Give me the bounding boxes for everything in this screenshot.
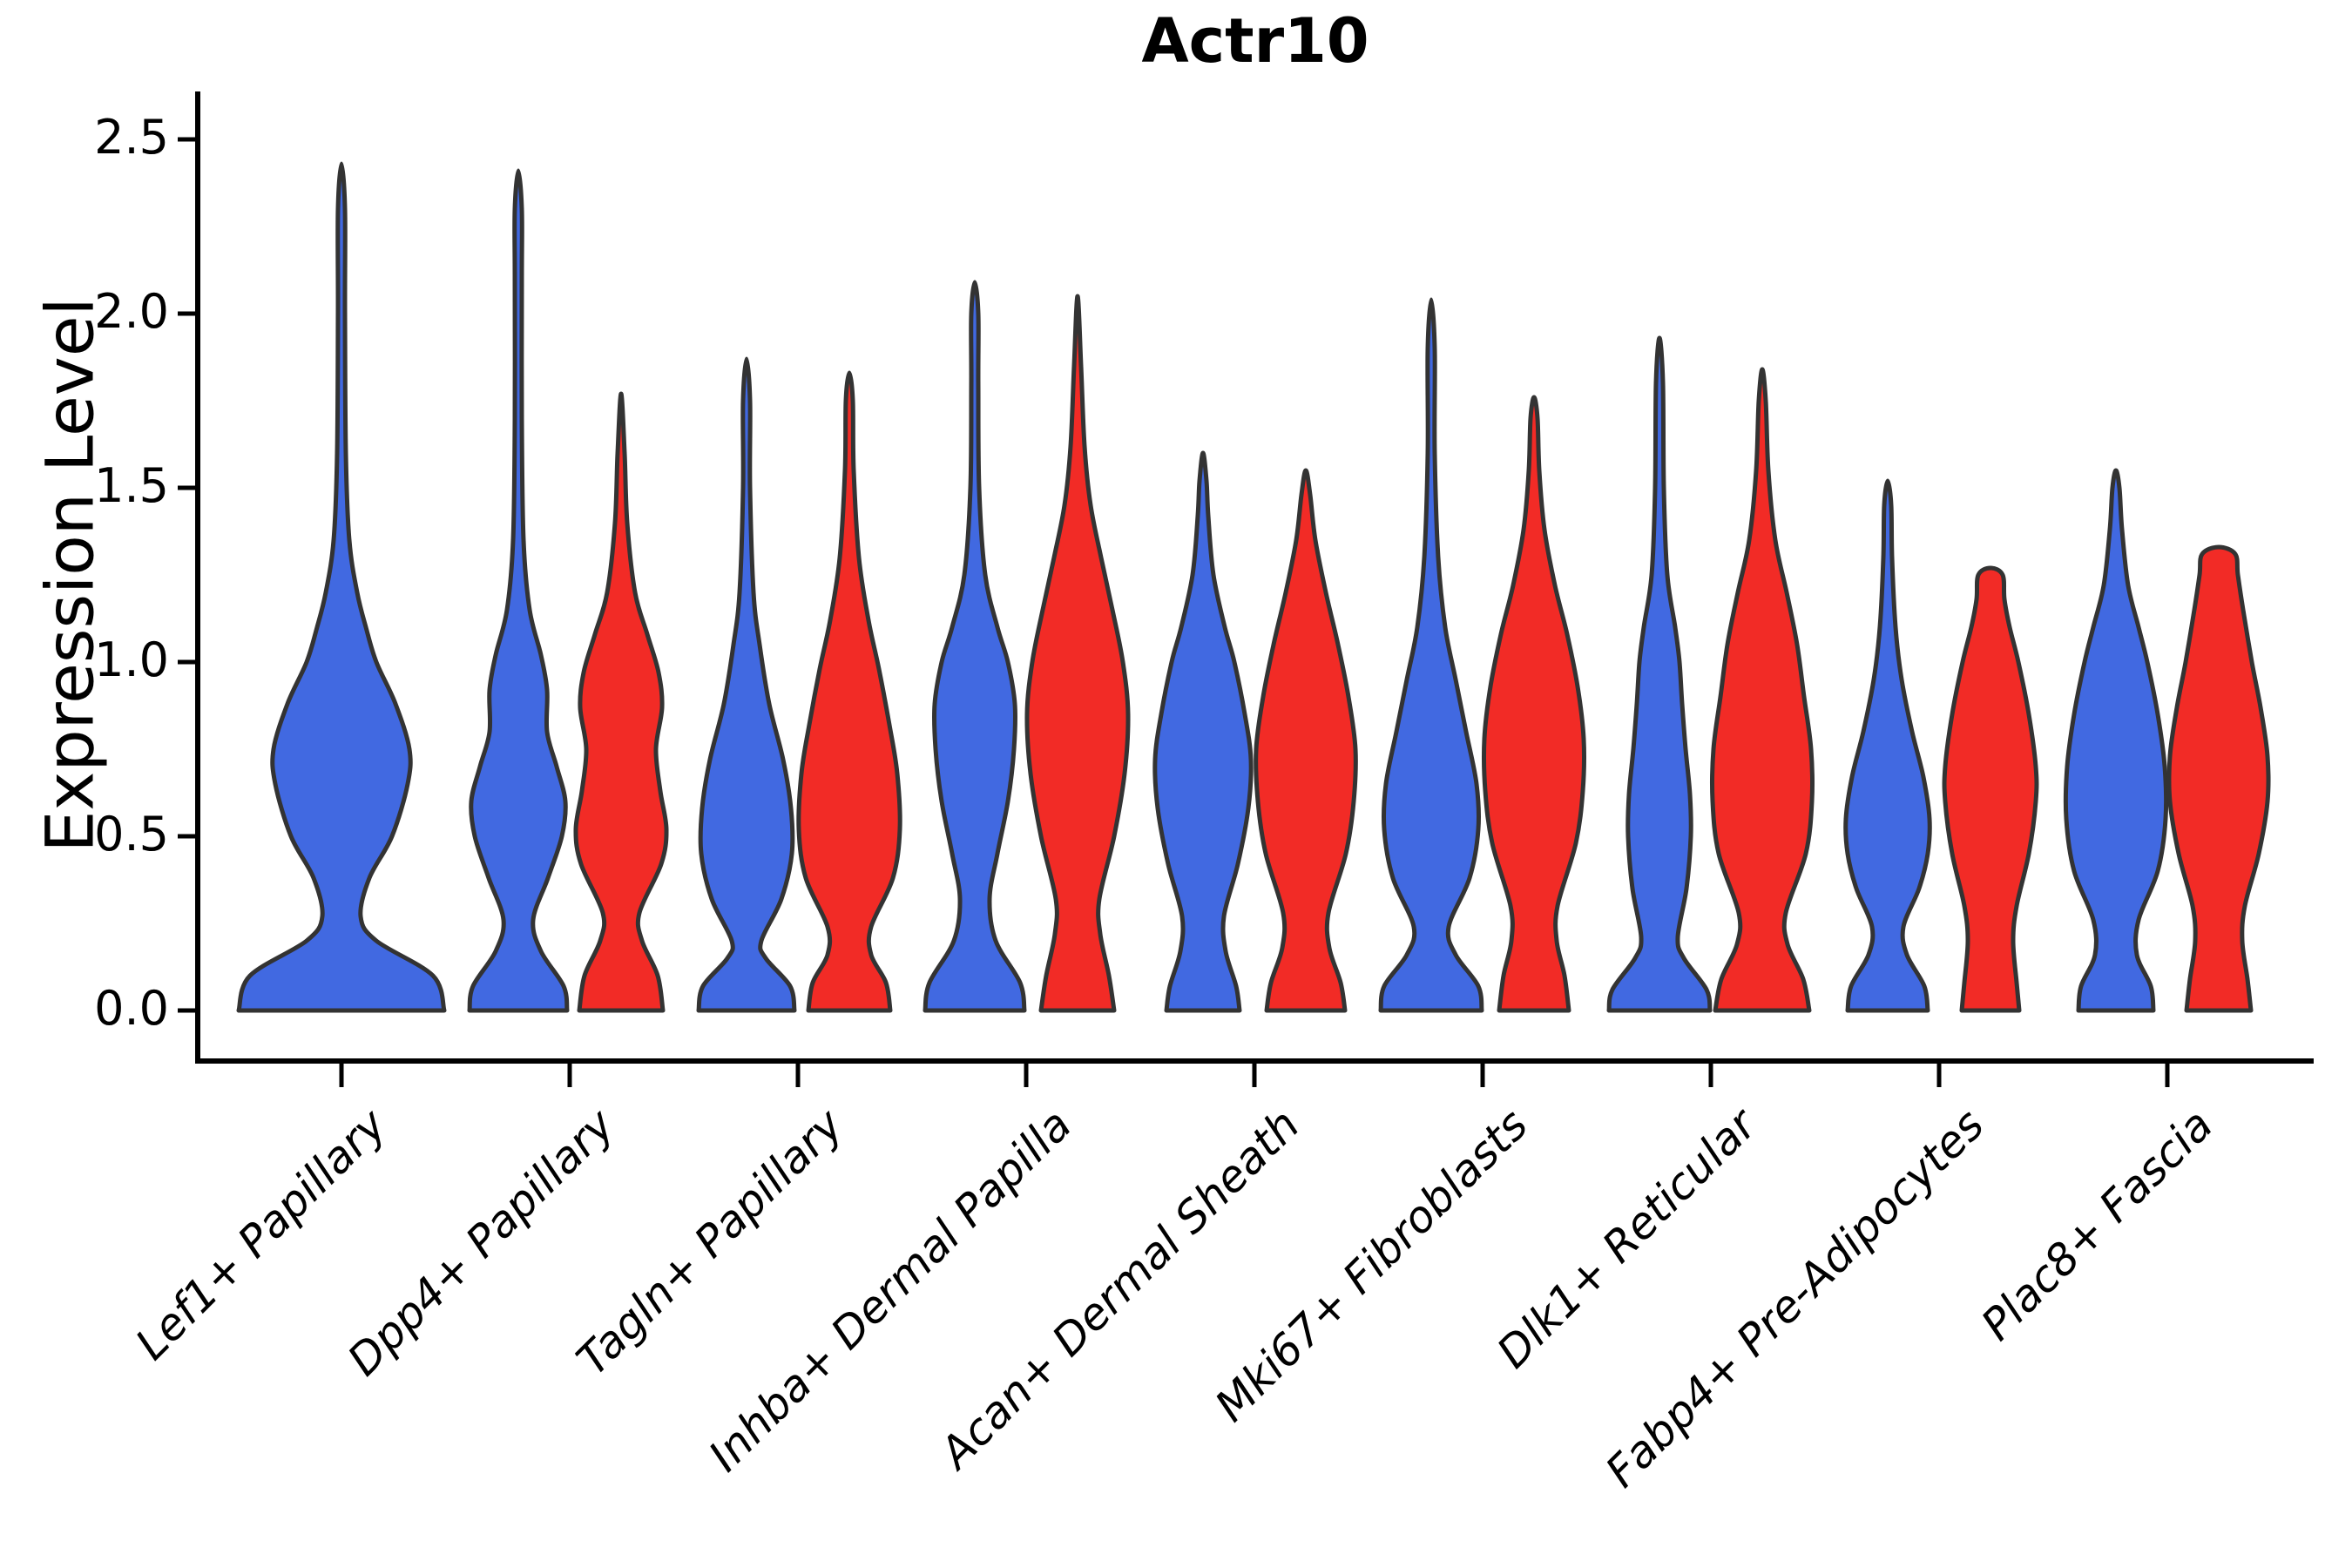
y-tick-label: 0.0 [94,980,169,1036]
chart-title: Actr10 [1141,5,1369,77]
y-tick-label: 1.5 [94,457,169,513]
y-tick-label: 0.5 [94,806,169,862]
violin-fabp4-pre-adipocytes-red [1942,565,2039,1013]
violin-acan-dermal-sheath-red [1254,468,1358,1013]
violin-acan-dermal-sheath-blue [1152,450,1254,1013]
violin-dlk1-reticular-blue [1606,335,1713,1013]
violin-dlk1-reticular-red [1709,367,1815,1013]
y-tick-label: 2.5 [94,109,169,165]
violin-lef1-papillary-blue [236,161,447,1013]
violin-dpp4-papillary-red [573,391,669,1013]
y-axis-label: Expression Level [30,297,109,853]
violin-plac8-fascia-blue [2063,468,2169,1013]
violin-fabp4-pre-adipocytes-blue [1843,478,1932,1013]
y-tick-label: 1.0 [94,632,169,687]
violin-mki67-fibroblasts-red [1481,395,1587,1013]
y-tick-label: 2.0 [94,283,169,339]
violin-plac8-fascia-red [2166,544,2271,1013]
violin-dpp4-papillary-blue [467,168,570,1013]
violin-inhba-dermal-papilla-red [1024,294,1131,1013]
violin-inhba-dermal-papilla-blue [923,280,1027,1013]
violin-mki67-fibroblasts-blue [1378,297,1484,1013]
violin-tagln-papillary-red [796,370,902,1013]
violin-tagln-papillary-blue [696,356,797,1013]
